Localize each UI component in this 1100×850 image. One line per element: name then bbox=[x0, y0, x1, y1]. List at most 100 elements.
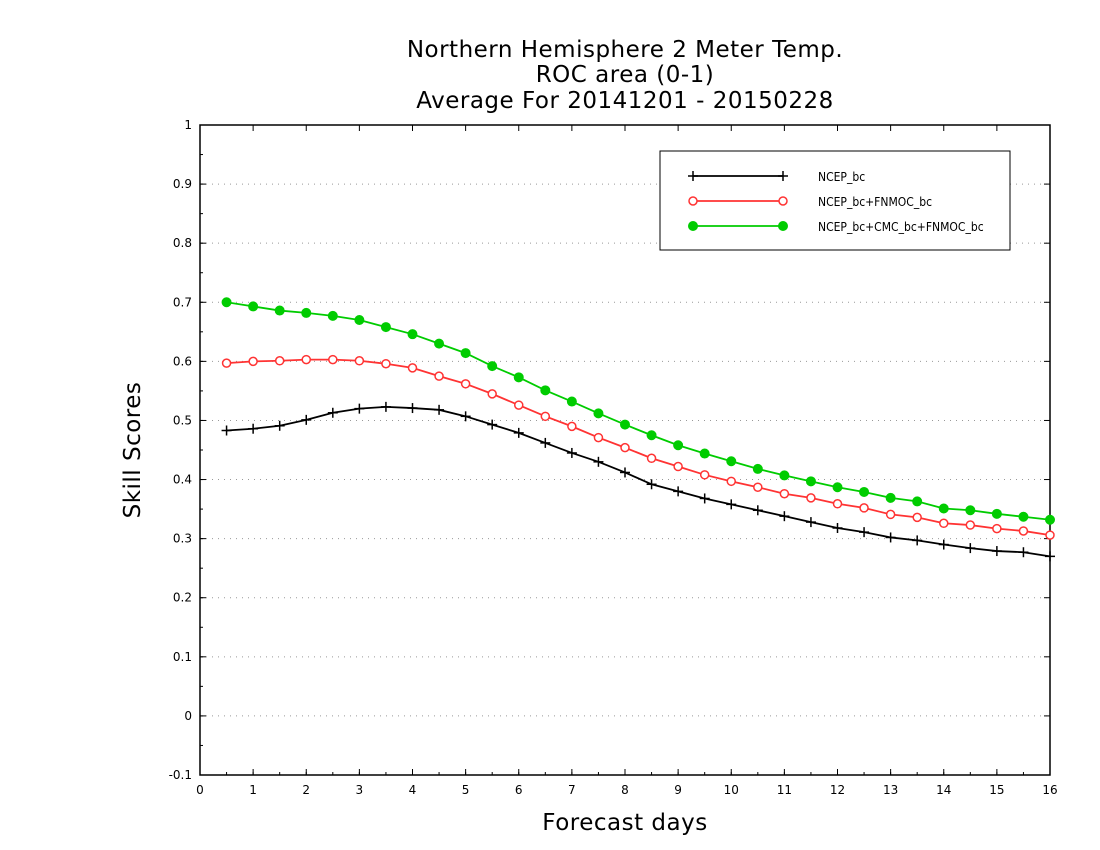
y-tick-label: 0.7 bbox=[173, 295, 192, 309]
data-point bbox=[221, 297, 232, 308]
legend-marker bbox=[688, 171, 698, 181]
data-point bbox=[646, 430, 657, 441]
data-point bbox=[752, 463, 763, 474]
data-point bbox=[434, 371, 444, 381]
series-layer bbox=[221, 297, 1055, 562]
data-point bbox=[354, 356, 365, 366]
data-point bbox=[540, 411, 551, 422]
series-NCEP_bc+FNMOC_bc bbox=[221, 354, 1055, 540]
data-point bbox=[965, 543, 976, 554]
data-point bbox=[407, 329, 418, 340]
data-point bbox=[806, 493, 816, 503]
data-point bbox=[327, 310, 338, 321]
y-tick-label: 0.1 bbox=[173, 650, 192, 664]
legend-label: NCEP_bc+CMC_bc+FNMOC_bc bbox=[818, 220, 984, 234]
data-point bbox=[566, 396, 577, 407]
legend-marker bbox=[688, 221, 698, 231]
legend-marker bbox=[688, 196, 698, 206]
legend-entry: NCEP_bc+FNMOC_bc bbox=[688, 195, 932, 209]
x-tick-label: 4 bbox=[409, 783, 417, 797]
series-NCEP_bc bbox=[221, 401, 1055, 562]
data-point bbox=[301, 307, 312, 318]
y-tick-label: -0.1 bbox=[169, 768, 192, 782]
data-point bbox=[593, 408, 604, 419]
data-point bbox=[805, 476, 816, 487]
y-tick-label: 0.4 bbox=[173, 473, 192, 487]
data-point bbox=[540, 385, 551, 396]
y-tick-label: 0.3 bbox=[173, 532, 192, 546]
data-point bbox=[301, 414, 312, 425]
data-point bbox=[248, 423, 259, 434]
data-point bbox=[991, 546, 1002, 557]
data-point bbox=[673, 461, 683, 472]
data-point bbox=[274, 305, 285, 316]
data-point bbox=[620, 467, 630, 478]
data-point bbox=[460, 348, 471, 359]
data-point bbox=[354, 315, 365, 325]
legend-label: NCEP_bc+FNMOC_bc bbox=[818, 195, 932, 209]
data-point bbox=[753, 482, 763, 492]
data-point bbox=[620, 419, 630, 430]
data-point bbox=[726, 476, 736, 487]
x-tick-label: 15 bbox=[989, 783, 1004, 797]
data-point bbox=[699, 493, 710, 504]
data-point bbox=[354, 403, 365, 414]
y-tick-label: 0.6 bbox=[173, 354, 192, 368]
series-line bbox=[226, 358, 1051, 536]
data-point bbox=[593, 456, 604, 467]
data-point bbox=[407, 363, 418, 373]
x-axis-label: Forecast days bbox=[542, 810, 708, 836]
legend-marker bbox=[778, 196, 788, 206]
data-point bbox=[673, 486, 684, 497]
data-point bbox=[566, 447, 577, 458]
x-tick-label: 0 bbox=[196, 783, 204, 797]
data-point bbox=[380, 322, 391, 333]
x-tick-label: 14 bbox=[936, 783, 951, 797]
x-tick-label: 6 bbox=[515, 783, 523, 797]
x-tick-label: 3 bbox=[356, 783, 364, 797]
data-point bbox=[1045, 551, 1055, 562]
data-point bbox=[460, 379, 471, 389]
data-point bbox=[248, 356, 258, 367]
y-tick-label: 0.2 bbox=[173, 591, 192, 605]
data-point bbox=[885, 492, 896, 503]
data-point bbox=[434, 404, 445, 415]
axes: -0.100.10.20.30.40.50.60.70.80.910 1 2 3 4 5 6… bbox=[169, 118, 1058, 797]
data-point bbox=[248, 301, 259, 312]
x-tick-label: 2 bbox=[302, 783, 310, 797]
data-point bbox=[274, 356, 285, 366]
data-point bbox=[885, 532, 896, 543]
series-line bbox=[226, 301, 1051, 521]
data-point bbox=[832, 482, 843, 493]
x-tick-label: 16 bbox=[1042, 783, 1057, 797]
data-point bbox=[992, 523, 1002, 534]
x-tick-label: 5 bbox=[462, 783, 470, 797]
data-point bbox=[328, 354, 338, 365]
data-point bbox=[779, 511, 790, 522]
x-tick-label: 9 bbox=[674, 783, 682, 797]
x-tick-label: 7 bbox=[568, 783, 576, 797]
data-point bbox=[1018, 526, 1029, 536]
legend-entry: NCEP_bc bbox=[688, 170, 865, 184]
data-point bbox=[514, 400, 524, 410]
chart-title-line-3: Average For 20141201 - 20150228 bbox=[416, 88, 834, 114]
y-tick-label: 0 bbox=[184, 709, 192, 723]
data-point bbox=[460, 411, 471, 422]
data-point bbox=[1018, 511, 1029, 522]
data-point bbox=[699, 448, 710, 459]
data-point bbox=[965, 505, 976, 516]
data-point bbox=[779, 470, 790, 481]
data-point bbox=[593, 432, 604, 443]
data-point bbox=[646, 479, 657, 490]
data-point bbox=[699, 470, 710, 480]
y-tick-label: 0.9 bbox=[173, 177, 192, 191]
data-point bbox=[939, 518, 949, 529]
data-point bbox=[1045, 514, 1055, 525]
data-point bbox=[646, 453, 657, 464]
data-point bbox=[221, 358, 232, 368]
chart-title-line-1: Northern Hemisphere 2 Meter Temp. bbox=[406, 37, 844, 63]
data-point bbox=[991, 508, 1002, 519]
x-tick-label: 12 bbox=[830, 783, 845, 797]
data-point bbox=[912, 496, 923, 507]
data-point bbox=[221, 425, 232, 436]
